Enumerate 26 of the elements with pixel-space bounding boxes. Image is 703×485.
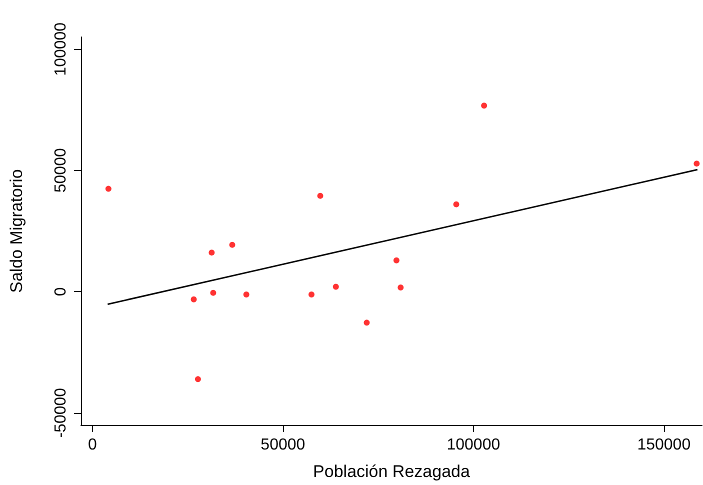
x-tick-label: 100000 [446, 436, 500, 454]
point [694, 160, 700, 167]
y-tick-label: 0 [52, 287, 70, 296]
point [194, 376, 201, 382]
x-tick-label: 0 [88, 436, 97, 454]
y-tick-label: 50000 [52, 148, 70, 193]
point [308, 292, 314, 298]
point [105, 186, 112, 192]
point [243, 292, 250, 298]
point [481, 102, 488, 109]
point [208, 250, 215, 256]
point [398, 284, 404, 290]
point [393, 257, 400, 264]
x-tick-label: 50000 [260, 436, 306, 454]
y-tick-label: 100000 [52, 22, 70, 76]
point [364, 320, 370, 326]
point [453, 201, 460, 208]
point [229, 242, 236, 248]
y-tick-label: -50000 [52, 388, 70, 438]
point [317, 192, 324, 199]
y-axis-title: Saldo Migratorio [7, 169, 26, 293]
point [332, 284, 339, 290]
point [210, 290, 216, 296]
x-tick-label: 150000 [637, 436, 691, 454]
x-axis-title: Población Rezagada [313, 462, 470, 481]
point [190, 296, 197, 302]
